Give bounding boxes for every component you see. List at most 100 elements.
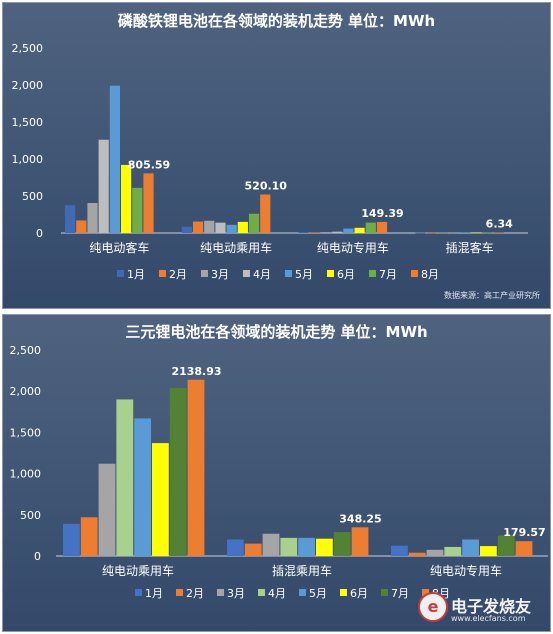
- bar-5月-纯电动客车: [109, 85, 120, 234]
- chart-plot-area-lfp: 0 500 1,000 1,500 2,000 2,500 805.59 纯电动客车 520.1…: [12, 42, 528, 281]
- legend-label: 1月: [145, 587, 163, 600]
- bar-2月-纯电动专用车: [408, 552, 426, 556]
- x-category-label: 纯电动乘用车: [200, 240, 272, 255]
- bar-3月-纯电动客车: [87, 203, 98, 233]
- bar-2月-纯电动乘用车: [80, 517, 98, 556]
- x-category-label: 插混乘用车: [272, 563, 332, 578]
- bar-4月-纯电动专用车: [444, 546, 462, 556]
- y-tick-label: 500: [20, 509, 41, 522]
- y-tick-label: 1,000: [12, 153, 44, 166]
- legend-swatch: [159, 270, 166, 277]
- bar-6月-插混客车: [471, 232, 482, 234]
- legend-swatch: [381, 589, 388, 596]
- bar-7月-纯电动客车: [132, 187, 143, 233]
- legend-label: 2月: [186, 587, 204, 600]
- bar-4月-纯电动乘用车: [116, 399, 134, 556]
- x-category-label: 纯电动客车: [89, 240, 149, 255]
- bar-4月-纯电动专用车: [332, 231, 343, 233]
- bar-6月-纯电动专用车: [480, 546, 497, 556]
- chart-title: 三元锂电池在各领域的装机走势 单位：MWh: [125, 323, 428, 341]
- bar-1月-纯电动专用车: [298, 232, 309, 233]
- legend-label: 3月: [227, 587, 245, 600]
- bar-5月-纯电动乘用车: [226, 224, 237, 233]
- bar-8月-纯电动乘用车: [187, 379, 205, 556]
- bar-3月-纯电动专用车: [320, 232, 332, 233]
- bar-3月-纯电动专用车: [426, 549, 444, 556]
- bar-3月-插混乘用车: [262, 533, 280, 556]
- bar-8月-纯电动客车: [143, 173, 154, 233]
- legend-swatch: [243, 270, 250, 277]
- bar-3月-纯电动乘用车: [98, 463, 116, 556]
- legend-swatch: [340, 589, 347, 596]
- data-label: 348.25: [339, 512, 381, 525]
- data-label: 520.10: [245, 180, 288, 193]
- legend-swatch: [411, 270, 418, 277]
- watermark-logo: e 电子发烧友 www.elecfans.com: [418, 591, 544, 627]
- legend-label: 4月: [268, 587, 286, 600]
- bar-7月-纯电动乘用车: [169, 387, 187, 556]
- bar-7月-插混乘用车: [333, 532, 351, 556]
- chart-panel-lfp: 磷酸铁锂电池在各领域的装机走势 单位：MWh 0 500 1,000 1,500 2,0…: [2, 2, 551, 309]
- y-tick-label: 2,000: [10, 385, 42, 398]
- bar-2月-插混客车: [426, 232, 437, 234]
- elecfans-logo-icon: e: [418, 592, 448, 622]
- x-category-label: 纯电动乘用车: [102, 563, 174, 578]
- bar-6月-纯电动客车: [121, 164, 132, 233]
- bar-2月-纯电动客车: [76, 220, 87, 233]
- bar-6月-纯电动乘用车: [237, 221, 248, 233]
- data-label: 2138.93: [171, 365, 221, 378]
- legend-swatch: [201, 270, 208, 277]
- legend-label: 3月: [211, 268, 229, 281]
- legend-swatch: [299, 589, 306, 596]
- bar-8月-纯电动乘用车: [260, 194, 271, 233]
- legend-label: 7月: [379, 268, 397, 281]
- y-tick-label: 500: [22, 190, 43, 203]
- x-category-label: 纯电动专用车: [317, 240, 389, 255]
- legend-swatch: [369, 270, 376, 277]
- y-tick-label: 0: [34, 550, 41, 563]
- bar-1月-插混乘用车: [227, 539, 244, 556]
- legend-swatch: [135, 589, 142, 596]
- source-note: 数据来源：高工产业研究所: [444, 291, 540, 300]
- bar-8月-插混客车: [493, 232, 504, 234]
- y-tick-label: 1,500: [10, 426, 42, 439]
- bar-6月-纯电动专用车: [354, 227, 365, 233]
- y-tick-label: 2,500: [10, 344, 42, 357]
- bar-1月-纯电动乘用车: [63, 523, 80, 556]
- y-tick-label: 0: [36, 227, 43, 240]
- legend-swatch: [258, 589, 265, 596]
- bar-4月-插混乘用车: [280, 537, 298, 556]
- bar-7月-插混客车: [482, 232, 493, 234]
- legend-swatch: [217, 589, 224, 596]
- legend-label: 4月: [253, 268, 271, 281]
- y-tick-label: 2,500: [12, 42, 44, 55]
- legend-label: 1月: [127, 268, 145, 281]
- bar-4月-纯电动客车: [98, 139, 109, 233]
- bar-5月-插混乘用车: [298, 537, 315, 556]
- bar-5月-纯电动乘用车: [134, 418, 151, 556]
- legend-swatch: [285, 270, 292, 277]
- legend-swatch: [327, 270, 334, 277]
- legend-label: 6月: [350, 587, 368, 600]
- bar-2月-纯电动乘用车: [192, 221, 204, 233]
- data-label: 179.57: [503, 526, 545, 539]
- legend-label: 2月: [169, 268, 187, 281]
- bar-7月-纯电动乘用车: [248, 213, 260, 233]
- chart-title: 磷酸铁锂电池在各领域的装机走势 单位：MWh: [117, 12, 436, 30]
- legend-swatch: [176, 589, 183, 596]
- data-label: 149.39: [361, 207, 403, 220]
- y-tick-label: 1,000: [10, 468, 42, 481]
- bar-4月-插混客车: [448, 232, 460, 234]
- bar-1月-纯电动客车: [65, 205, 76, 233]
- y-tick-label: 2,000: [12, 79, 44, 92]
- legend-label: 5月: [295, 268, 313, 281]
- bar-6月-纯电动乘用车: [152, 443, 169, 556]
- bar-5月-插混客车: [460, 232, 471, 233]
- bar-5月-纯电动专用车: [343, 228, 354, 233]
- bar-8月-纯电动专用车: [515, 541, 533, 556]
- chart-panel-ncm: 三元锂电池在各领域的装机走势 单位：MWh 0 500 1,000 1,500 2,00…: [2, 314, 551, 632]
- legend-swatch: [117, 270, 124, 277]
- legend-label: 5月: [309, 587, 327, 600]
- legend-label: 8月: [421, 268, 439, 281]
- data-label: 805.59: [128, 158, 170, 171]
